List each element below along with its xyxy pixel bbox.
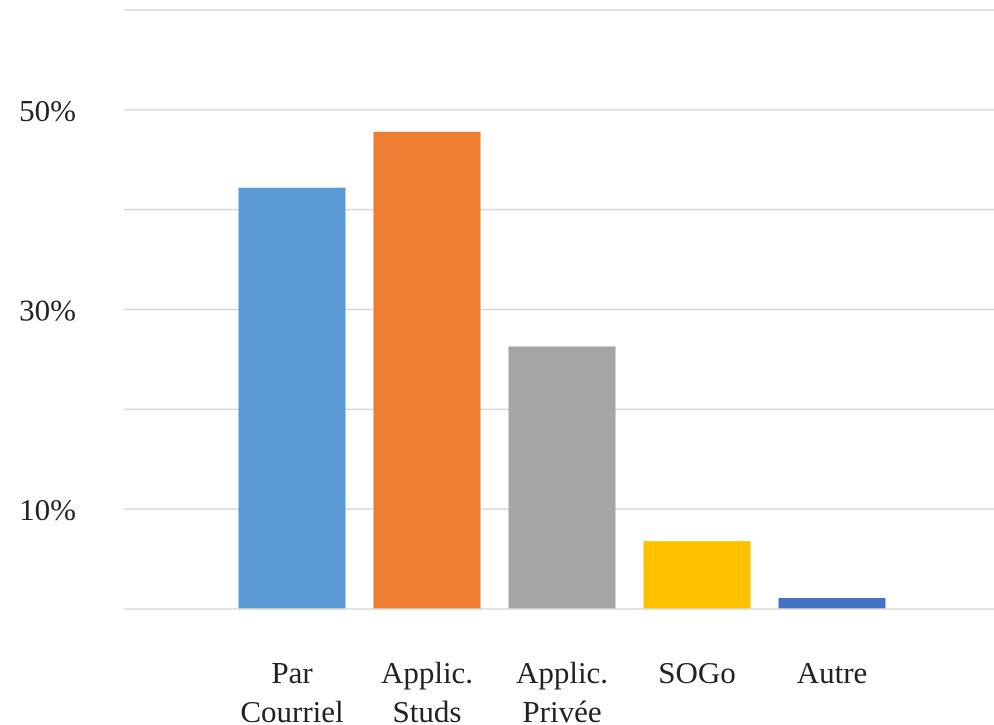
x-tick-label: Studs (393, 694, 462, 725)
bar (373, 131, 481, 609)
bar (643, 541, 751, 609)
x-axis-labels: Par Courriel Applic. Studs Applic. Privée SOGo… (240, 655, 867, 725)
bar (238, 187, 346, 609)
x-tick-label: Privée (522, 694, 601, 725)
x-tick-label: SOGo (658, 655, 736, 690)
y-tick-label: 30% (19, 293, 76, 328)
x-tick-label: Autre (797, 655, 868, 690)
bars (238, 131, 886, 609)
y-axis-ticks: 10% 30% 50% (19, 93, 76, 527)
x-tick-label: Applic. (516, 655, 608, 690)
x-tick-label: Courriel (240, 694, 343, 725)
bar (508, 346, 616, 609)
x-tick-label: Par (271, 655, 313, 690)
y-tick-label: 10% (19, 492, 76, 527)
x-tick-label: Applic. (381, 655, 473, 690)
y-tick-label: 50% (19, 93, 76, 128)
bar (778, 598, 886, 609)
